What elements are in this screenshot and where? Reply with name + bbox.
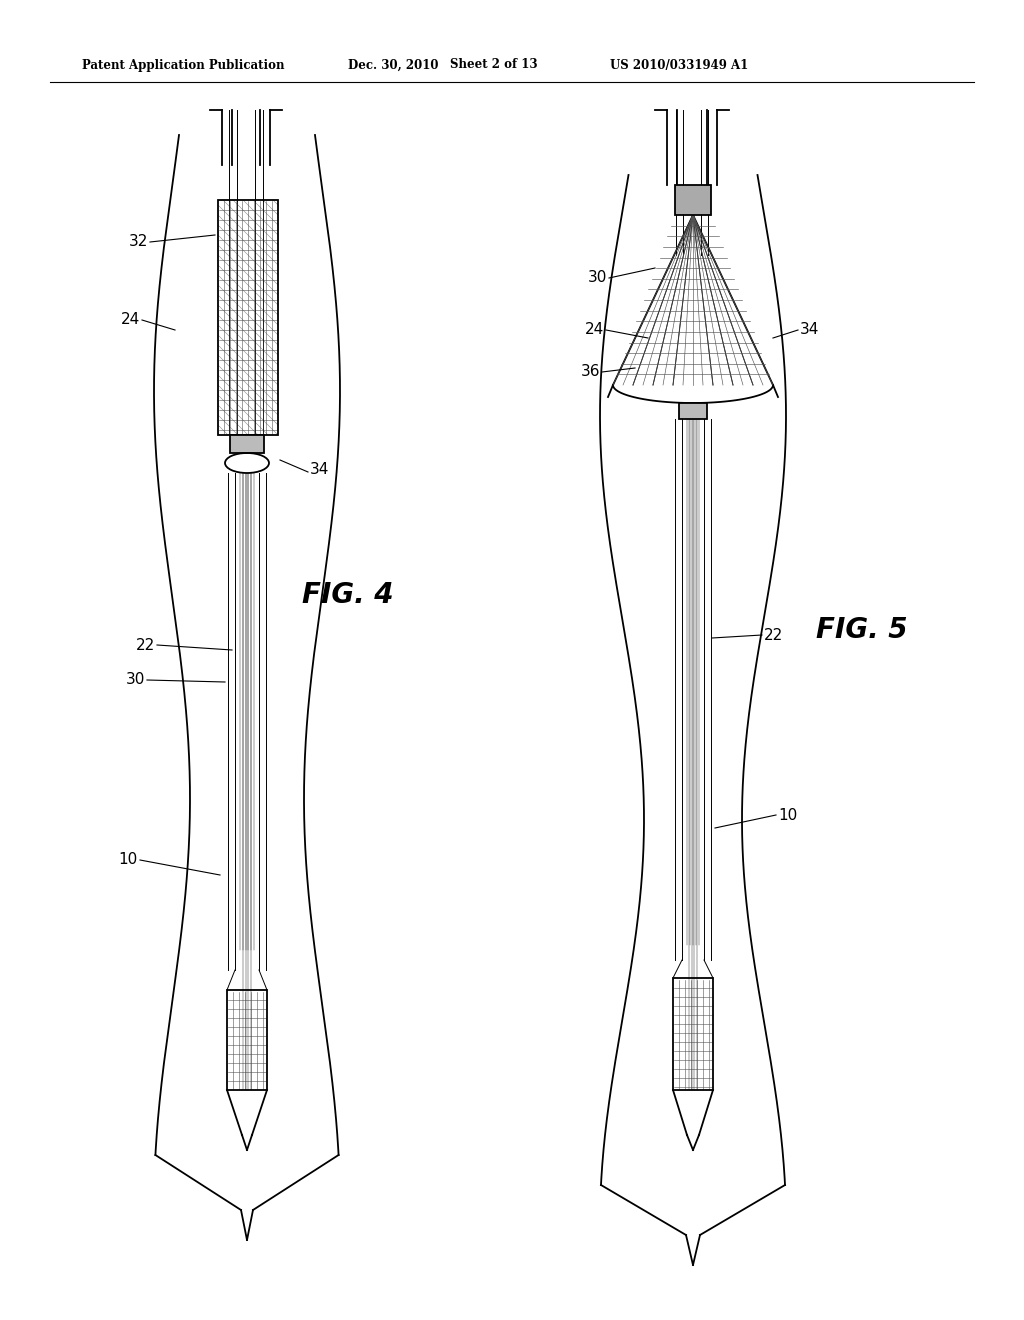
Text: Dec. 30, 2010: Dec. 30, 2010 [348, 58, 438, 71]
Text: Patent Application Publication: Patent Application Publication [82, 58, 285, 71]
Text: 34: 34 [800, 322, 819, 338]
Text: 30: 30 [588, 271, 607, 285]
Text: US 2010/0331949 A1: US 2010/0331949 A1 [610, 58, 749, 71]
Text: 24: 24 [121, 313, 140, 327]
Text: 22: 22 [136, 638, 155, 652]
Text: 24: 24 [585, 322, 604, 338]
Text: 34: 34 [310, 462, 330, 478]
Text: 36: 36 [581, 364, 600, 380]
Text: 30: 30 [126, 672, 145, 688]
Bar [227, 990, 267, 1090]
Bar [230, 436, 264, 453]
Bar [679, 403, 707, 418]
Bar [673, 978, 713, 1090]
Text: 22: 22 [764, 627, 783, 643]
Text: 10: 10 [778, 808, 798, 822]
Text: 10: 10 [119, 853, 138, 867]
Text: Sheet 2 of 13: Sheet 2 of 13 [450, 58, 538, 71]
Bar [218, 201, 278, 436]
Bar [675, 185, 711, 215]
Text: FIG. 4: FIG. 4 [302, 581, 394, 609]
Text: 32: 32 [129, 235, 148, 249]
Text: FIG. 5: FIG. 5 [816, 616, 907, 644]
